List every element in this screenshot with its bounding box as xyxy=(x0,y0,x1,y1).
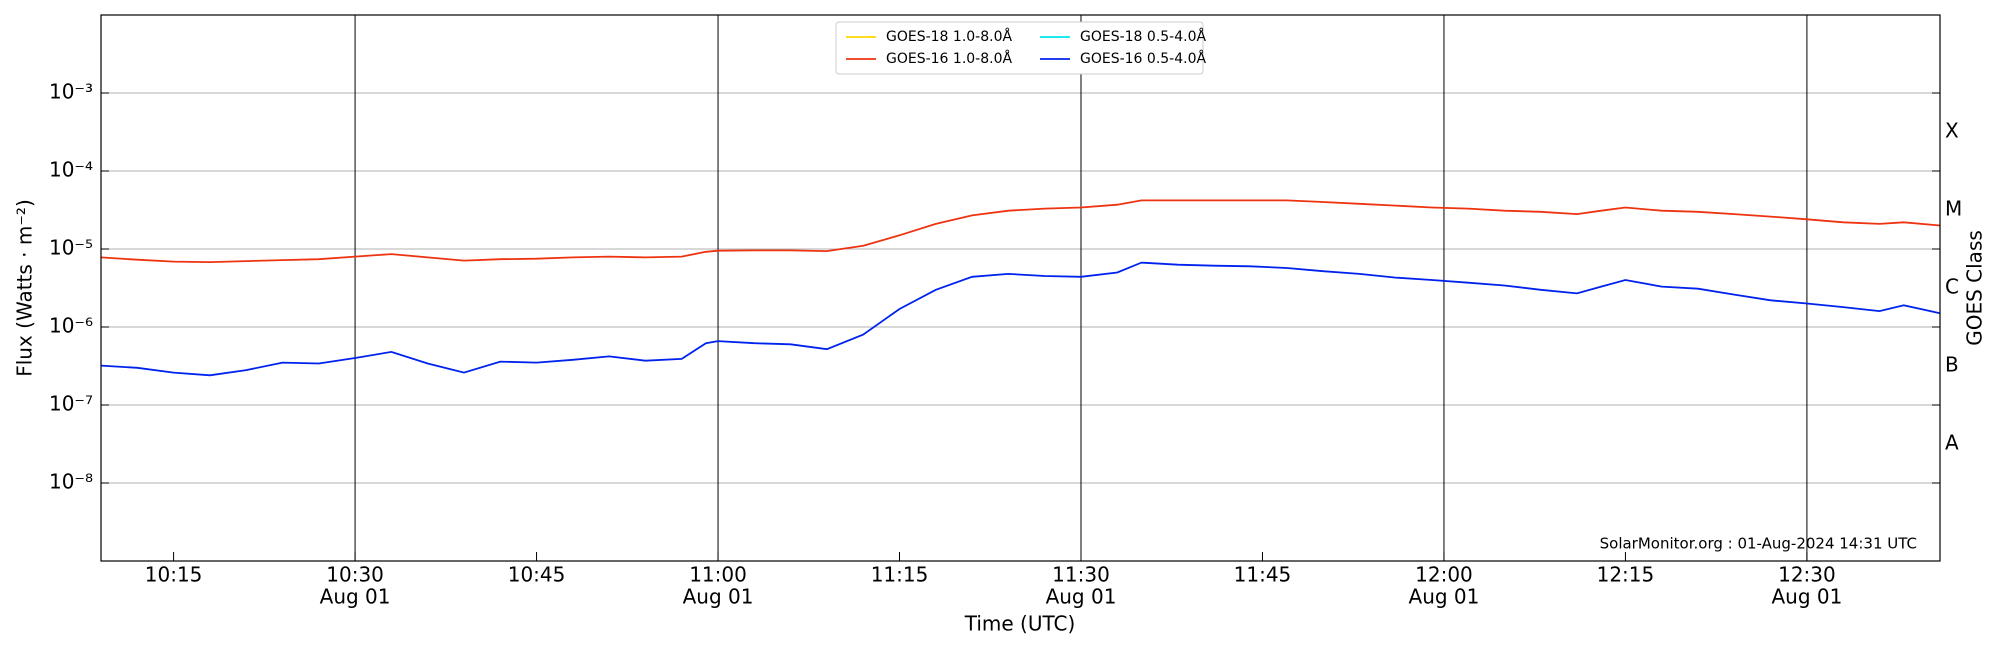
plot-frame xyxy=(100,14,1941,562)
legend-label: GOES-16 1.0-8.0Å xyxy=(886,50,1012,67)
x-tick-label: 11:45 xyxy=(1234,563,1292,587)
legend-box xyxy=(835,21,1204,75)
series-line xyxy=(100,261,1941,377)
y2-tick-label: C xyxy=(1945,275,1959,299)
series-line xyxy=(100,199,1941,264)
x-axis-label: Time (UTC) xyxy=(964,612,1076,636)
y-axis-label: Flux (Watts · m⁻²) xyxy=(13,199,37,377)
y-tick-label: 10⁻⁸ xyxy=(49,470,93,494)
legend-label: GOES-16 0.5-4.0Å xyxy=(1080,50,1206,67)
x-tick-label: 11:15 xyxy=(871,563,929,587)
x-tick-label: 10:30 xyxy=(326,563,384,587)
legend-label: GOES-18 1.0-8.0Å xyxy=(886,28,1012,45)
legend-label: GOES-18 0.5-4.0Å xyxy=(1080,28,1206,45)
x-tick-label: 12:30 xyxy=(1778,563,1836,587)
x-tick-label: 11:00 xyxy=(689,563,747,587)
x-tick-label: Aug 01 xyxy=(683,585,754,609)
y2-tick-label: B xyxy=(1945,353,1959,377)
x-tick-label: Aug 01 xyxy=(320,585,391,609)
x-tick-label: 10:15 xyxy=(145,563,203,587)
y-tick-label: 10⁻⁴ xyxy=(49,158,93,182)
x-tick-label: 10:45 xyxy=(508,563,566,587)
x-tick-label: Aug 01 xyxy=(1771,585,1842,609)
y2-tick-label: A xyxy=(1945,431,1959,455)
y-tick-label: 10⁻⁵ xyxy=(49,236,93,260)
y-tick-label: 10⁻⁶ xyxy=(49,314,93,338)
y-tick-label: 10⁻³ xyxy=(49,80,93,104)
x-tick-label: 12:00 xyxy=(1415,563,1473,587)
x-tick-label: Aug 01 xyxy=(1409,585,1480,609)
y-tick-label: 10⁻⁷ xyxy=(49,392,93,416)
x-tick-label: Aug 01 xyxy=(1046,585,1117,609)
y2-axis-label: GOES Class xyxy=(1963,230,1987,346)
x-tick-label: 12:15 xyxy=(1597,563,1655,587)
y2-tick-label: X xyxy=(1945,119,1959,143)
y2-tick-label: M xyxy=(1945,197,1962,221)
annotation: SolarMonitor.org : 01-Aug-2024 14:31 UTC xyxy=(1600,535,1917,553)
x-tick-label: 11:30 xyxy=(1052,563,1110,587)
